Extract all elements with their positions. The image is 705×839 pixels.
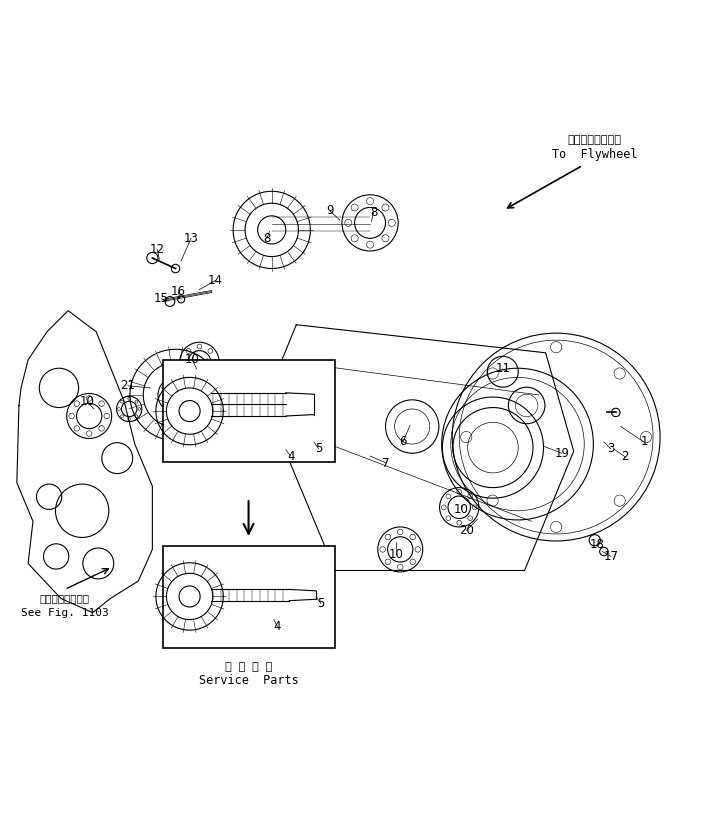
Text: 10: 10 — [185, 353, 200, 367]
Text: 18: 18 — [589, 538, 604, 551]
Text: 15: 15 — [154, 292, 169, 305]
Text: 4: 4 — [274, 620, 281, 633]
Text: Service  Parts: Service Parts — [199, 675, 298, 687]
Text: 11: 11 — [496, 362, 510, 375]
Text: 6: 6 — [399, 435, 407, 449]
Text: 10: 10 — [80, 395, 94, 409]
Text: 10: 10 — [388, 548, 403, 560]
Text: 1: 1 — [640, 435, 648, 449]
Text: 第１１０３図参照: 第１１０３図参照 — [39, 593, 90, 603]
Text: 16: 16 — [171, 285, 186, 298]
Text: 8: 8 — [370, 206, 377, 219]
Text: 21: 21 — [121, 379, 135, 393]
Text: 4: 4 — [287, 450, 295, 462]
Text: 17: 17 — [603, 550, 618, 563]
Text: To  Flywheel: To Flywheel — [552, 148, 637, 160]
Text: 3: 3 — [607, 442, 615, 456]
FancyBboxPatch shape — [163, 546, 335, 648]
Text: 5: 5 — [315, 442, 322, 456]
Text: 補 給 専 用: 補 給 専 用 — [225, 662, 272, 672]
FancyBboxPatch shape — [163, 360, 335, 461]
Text: 20: 20 — [459, 524, 474, 537]
Text: See Fig. 1103: See Fig. 1103 — [20, 607, 109, 618]
Text: 13: 13 — [183, 232, 198, 245]
Text: 19: 19 — [554, 446, 569, 460]
Text: 5: 5 — [317, 597, 324, 610]
Text: 12: 12 — [149, 243, 165, 256]
Text: 10: 10 — [454, 503, 469, 516]
Text: フライホイールへ: フライホイールへ — [568, 135, 622, 145]
Text: 2: 2 — [621, 451, 629, 463]
Text: 14: 14 — [208, 274, 223, 287]
Text: 8: 8 — [263, 232, 271, 245]
Text: 7: 7 — [382, 456, 390, 470]
Text: 9: 9 — [326, 205, 333, 217]
